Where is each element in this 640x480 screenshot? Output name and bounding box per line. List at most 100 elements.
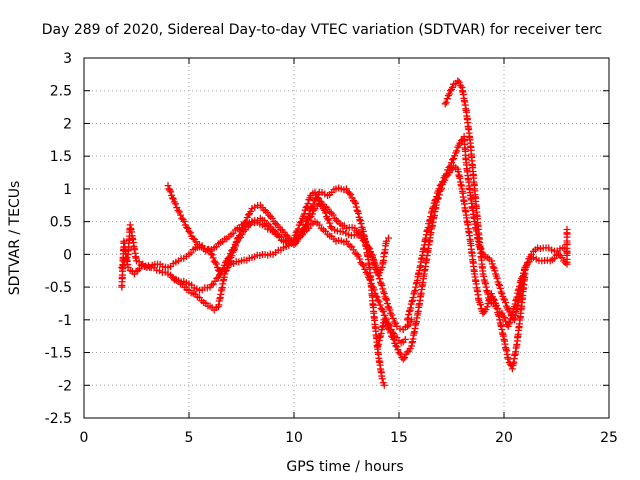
data-marker (376, 275, 384, 283)
x-tick-label: 20 (495, 430, 513, 446)
data-marker (368, 252, 376, 260)
data-marker (241, 226, 249, 234)
data-marker (453, 147, 461, 155)
data-marker (357, 220, 365, 228)
data-marker (169, 195, 177, 203)
data-marker (449, 83, 457, 91)
data-marker (396, 325, 404, 333)
data-marker (476, 301, 484, 309)
x-axis-label: GPS time / hours (286, 459, 403, 475)
data-marker (384, 324, 392, 332)
data-marker (247, 207, 255, 215)
data-marker (485, 255, 493, 263)
data-marker (220, 273, 228, 281)
data-marker (183, 223, 191, 231)
data-marker (326, 219, 334, 227)
data-marker (372, 292, 380, 300)
data-marker (266, 250, 274, 258)
data-marker (369, 255, 377, 263)
data-marker (214, 266, 222, 274)
data-marker (519, 273, 527, 281)
data-marker (512, 344, 520, 352)
data-marker (333, 227, 341, 235)
data-marker (223, 263, 231, 271)
data-marker (431, 197, 439, 205)
data-marker (466, 236, 474, 244)
data-marker (226, 257, 234, 265)
data-marker (379, 379, 387, 387)
data-marker (389, 314, 397, 322)
data-marker (347, 191, 355, 199)
data-marker (489, 263, 497, 271)
x-tick-label: 10 (285, 430, 303, 446)
data-marker (406, 345, 414, 353)
data-marker (193, 285, 201, 293)
data-marker (493, 274, 501, 282)
series-track-e (374, 162, 529, 373)
data-marker (383, 321, 391, 329)
data-marker (379, 308, 387, 316)
data-marker (377, 266, 385, 274)
data-marker (298, 230, 306, 238)
y-tick-label: 0 (63, 247, 72, 263)
data-marker (306, 214, 314, 222)
data-marker (313, 194, 321, 202)
data-marker (482, 306, 490, 314)
data-marker (365, 275, 373, 283)
data-point (387, 329, 395, 337)
data-marker (479, 267, 487, 275)
data-marker (174, 207, 182, 215)
data-marker (495, 280, 503, 288)
data-marker (434, 187, 442, 195)
series-track-c (118, 218, 409, 347)
data-point (448, 159, 455, 167)
data-marker (140, 262, 148, 270)
data-marker (442, 170, 450, 178)
series-track-g (441, 77, 571, 330)
y-tick-label: 0.5 (50, 215, 72, 231)
data-marker (392, 342, 400, 350)
data-marker (504, 353, 512, 361)
data-marker (382, 318, 390, 326)
data-marker (375, 269, 383, 277)
data-marker (455, 141, 463, 149)
data-marker (180, 217, 188, 225)
data-marker (509, 308, 517, 316)
data-marker (294, 225, 302, 233)
y-tick-label: -0.5 (45, 280, 72, 296)
data-marker (507, 312, 515, 320)
data-marker (246, 220, 254, 228)
data-marker (356, 255, 364, 263)
data-marker (120, 258, 128, 266)
data-marker (452, 164, 460, 172)
data-point (177, 211, 185, 219)
data-marker (272, 220, 280, 228)
data-marker (360, 262, 368, 270)
data-marker (173, 204, 181, 212)
data-marker (318, 202, 326, 210)
data-marker (366, 248, 374, 256)
data-marker (203, 246, 211, 254)
x-tick-label: 0 (80, 430, 89, 446)
y-tick-label: -2.5 (45, 411, 72, 427)
data-marker (270, 227, 278, 235)
data-marker (364, 243, 372, 251)
data-marker (245, 254, 253, 262)
data-marker (366, 276, 374, 284)
data-marker (132, 254, 140, 262)
data-marker (324, 215, 332, 223)
data-marker (439, 178, 447, 186)
data-marker (212, 260, 220, 268)
data-marker (457, 182, 465, 190)
data-marker (303, 220, 311, 228)
data-marker (304, 200, 312, 208)
data-marker (499, 332, 507, 340)
data-point (185, 227, 193, 235)
data-marker (236, 233, 244, 241)
data-marker (332, 216, 340, 224)
data-marker (415, 266, 423, 274)
data-point (380, 290, 388, 298)
data-marker (379, 285, 387, 293)
data-point (351, 198, 359, 206)
